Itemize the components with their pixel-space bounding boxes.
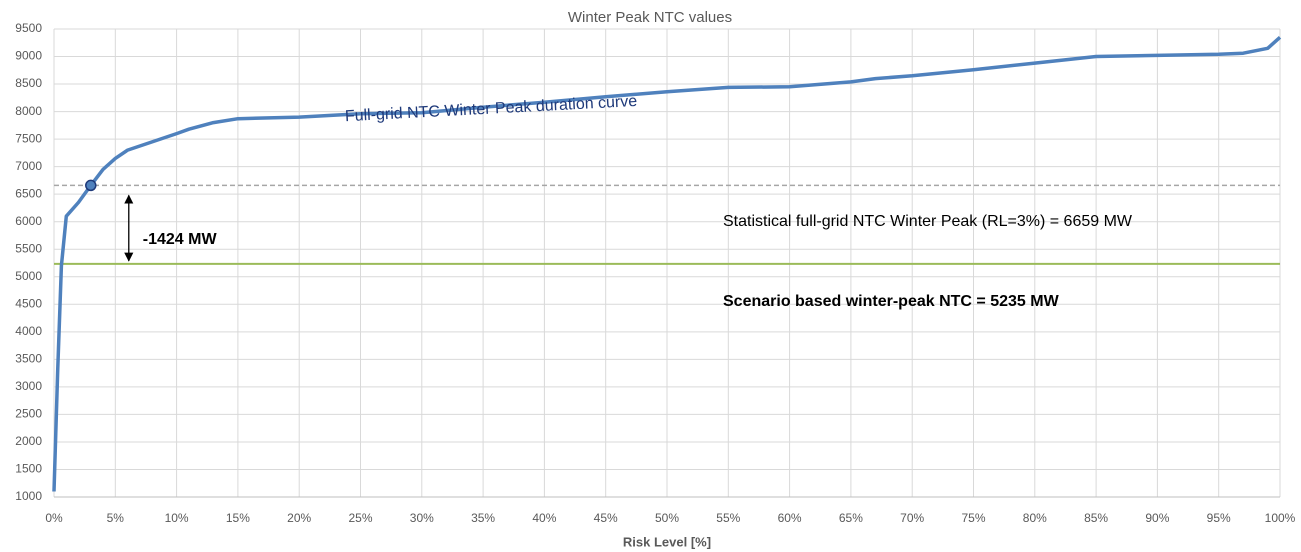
y-tick-label: 5000 <box>15 269 42 283</box>
y-tick-label: 1500 <box>15 462 42 476</box>
y-tick-label: 9500 <box>15 21 42 35</box>
y-tick-label: 4500 <box>15 296 42 310</box>
x-tick-label: 30% <box>410 511 434 525</box>
y-tick-label: 4000 <box>15 324 42 338</box>
x-tick-label: 55% <box>716 511 740 525</box>
x-tick-label: 90% <box>1145 511 1169 525</box>
y-tick-label: 6000 <box>15 214 42 228</box>
difference-label: -1424 MW <box>143 231 218 248</box>
chart-title: Winter Peak NTC values <box>568 9 732 26</box>
x-tick-label: 75% <box>961 511 985 525</box>
y-tick-label: 7000 <box>15 159 42 173</box>
y-tick-label: 6500 <box>15 186 42 200</box>
reference-label: Statistical full-grid NTC Winter Peak (R… <box>723 213 1133 230</box>
y-tick-label: 8000 <box>15 104 42 118</box>
x-tick-label: 60% <box>778 511 802 525</box>
x-tick-label: 15% <box>226 511 250 525</box>
y-tick-label: 5500 <box>15 241 42 255</box>
series-label: Full-grid NTC Winter Peak duration curve <box>345 93 638 125</box>
y-tick-label: 1000 <box>15 489 42 503</box>
x-tick-label: 95% <box>1207 511 1231 525</box>
y-tick-label: 9000 <box>15 49 42 63</box>
x-tick-label: 100% <box>1265 511 1296 525</box>
x-tick-label: 70% <box>900 511 924 525</box>
x-tick-label: 10% <box>165 511 189 525</box>
x-tick-label: 25% <box>348 511 372 525</box>
x-tick-label: 40% <box>532 511 556 525</box>
x-tick-label: 0% <box>45 511 63 525</box>
x-tick-label: 5% <box>107 511 125 525</box>
marker-point <box>85 179 97 192</box>
x-tick-label: 20% <box>287 511 311 525</box>
x-tick-label: 35% <box>471 511 495 525</box>
y-tick-label: 7500 <box>15 131 42 145</box>
x-tick-label: 85% <box>1084 511 1108 525</box>
series-line <box>52 35 1282 492</box>
x-axis-label: Risk Level [%] <box>623 534 711 549</box>
y-tick-label: 3000 <box>15 379 42 393</box>
y-tick-label: 8500 <box>15 76 42 90</box>
y-tick-label: 2000 <box>15 434 42 448</box>
y-tick-label: 2500 <box>15 407 42 421</box>
x-tick-label: 50% <box>655 511 679 525</box>
y-tick-label: 3500 <box>15 352 42 366</box>
x-tick-label: 45% <box>594 511 618 525</box>
reference-label: Scenario based winter-peak NTC = 5235 MW <box>723 293 1060 310</box>
x-tick-label: 80% <box>1023 511 1047 525</box>
x-tick-label: 65% <box>839 511 863 525</box>
